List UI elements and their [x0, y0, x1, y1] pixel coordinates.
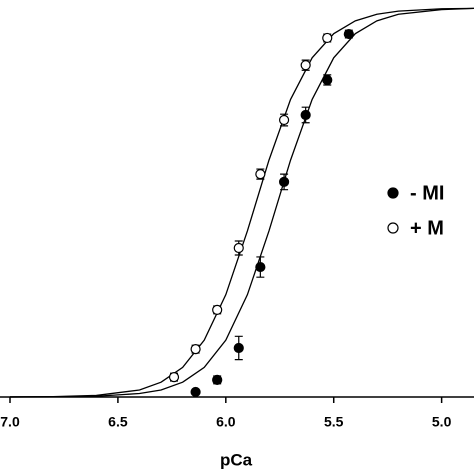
data-point [322, 74, 333, 86]
data-point [278, 114, 290, 126]
x-axis-title: pCa [220, 450, 253, 469]
data-point [255, 261, 266, 273]
data-point [212, 374, 223, 385]
data-point [190, 386, 201, 398]
x-tick-label: 6.0 [216, 414, 236, 430]
data-point [255, 169, 266, 180]
data-point [212, 304, 223, 315]
data-point [190, 344, 201, 355]
fit-curve [9, 7, 474, 398]
data-point [322, 32, 333, 44]
data-point [233, 342, 244, 354]
data-point [300, 60, 311, 71]
legend-label: - MI [410, 182, 444, 204]
data-point [233, 242, 244, 254]
x-tick-label: 7.0 [0, 414, 20, 430]
fit-curve [9, 7, 474, 398]
data-point [300, 109, 311, 121]
legend-marker [387, 187, 399, 199]
x-tick-label: 6.5 [108, 414, 128, 430]
x-tick-label: 5.0 [432, 414, 452, 430]
data-point [168, 372, 180, 383]
legend-marker [387, 222, 399, 234]
data-point [278, 176, 290, 187]
legend-label: + M [410, 217, 444, 239]
data-point [343, 28, 354, 40]
x-tick-label: 5.5 [324, 414, 344, 430]
